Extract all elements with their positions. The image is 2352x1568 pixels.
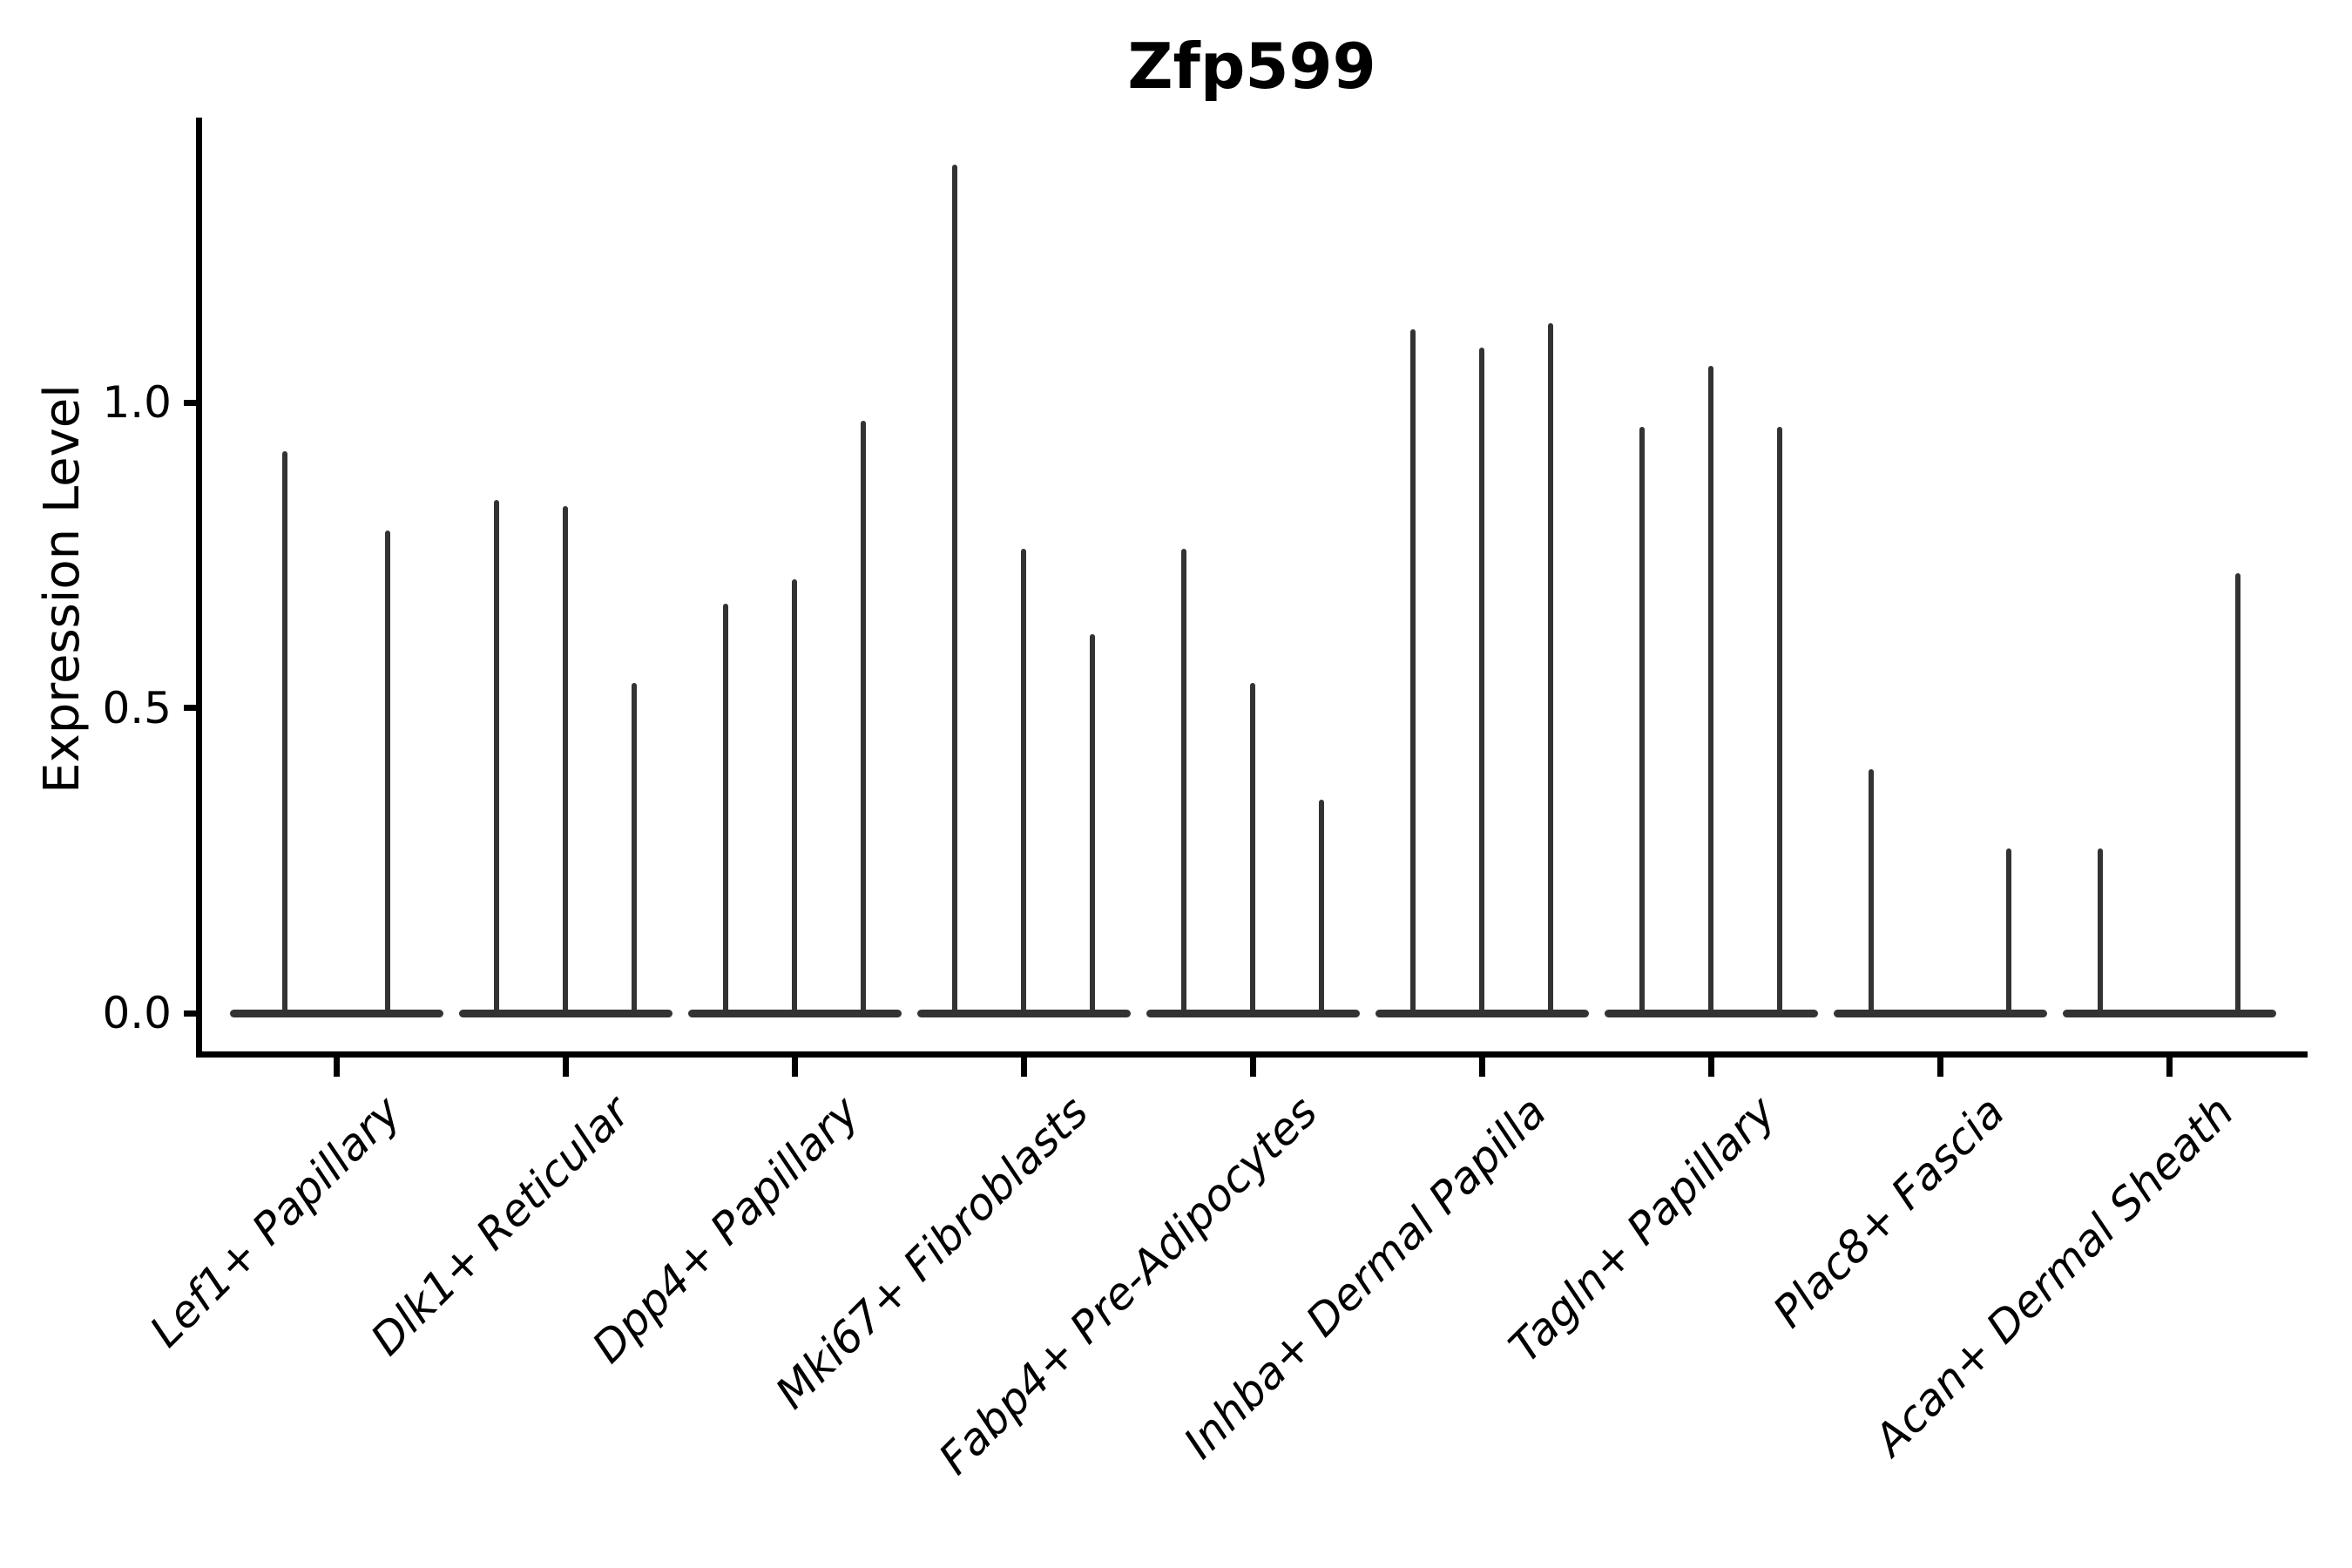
violin-spike: [2235, 573, 2240, 1013]
violin-base: [1146, 1009, 1360, 1017]
violin-spike: [1090, 634, 1095, 1013]
violin-spike: [1708, 365, 1713, 1013]
violin-spike: [792, 579, 797, 1013]
violin-spike: [1410, 328, 1416, 1013]
x-tick: [333, 1058, 340, 1077]
violin-spike: [2006, 848, 2011, 1013]
violin-spike: [952, 164, 957, 1013]
violin-spike: [1869, 768, 1874, 1013]
violin-spike: [563, 506, 568, 1013]
violin-spike: [723, 604, 728, 1013]
violin-base: [458, 1009, 672, 1017]
violin-base: [2062, 1009, 2276, 1017]
violin-spike: [494, 500, 499, 1013]
x-tick: [1020, 1058, 1027, 1077]
x-tick: [1707, 1058, 1714, 1077]
violin-base: [687, 1009, 902, 1017]
violin-spike: [861, 421, 866, 1013]
x-tick: [1478, 1058, 1485, 1077]
violin-base: [1833, 1009, 2047, 1017]
violin-spike: [1319, 799, 1324, 1013]
x-axis-spine: [196, 1051, 2308, 1058]
violin-spike: [1777, 427, 1782, 1013]
violin-spike: [1548, 322, 1553, 1013]
x-tick: [1936, 1058, 1943, 1077]
violin-spike: [1639, 427, 1645, 1013]
violin-spike: [1021, 549, 1026, 1013]
violin-spike: [632, 683, 637, 1013]
violin-base: [1604, 1009, 1818, 1017]
y-tick-label: 1.0: [102, 377, 172, 428]
violin-base: [1375, 1009, 1589, 1017]
violin-spike: [385, 531, 391, 1013]
x-tick: [791, 1058, 798, 1077]
y-tick: [184, 705, 196, 711]
y-axis-label: Expression Level: [34, 384, 91, 794]
y-tick: [184, 399, 196, 406]
x-tick: [1249, 1058, 1256, 1077]
y-tick-label: 0.0: [102, 988, 172, 1038]
violin-spike: [2098, 848, 2103, 1013]
y-axis-spine: [196, 118, 202, 1058]
chart-title: Zfp599: [1127, 30, 1376, 103]
violin-spike: [1250, 683, 1255, 1013]
x-tick: [562, 1058, 569, 1077]
y-tick-label: 0.5: [102, 682, 172, 733]
violin-base: [916, 1009, 1131, 1017]
violin-spike: [281, 451, 287, 1013]
violin-base: [229, 1009, 443, 1017]
y-tick: [184, 1010, 196, 1017]
violin-spike: [1181, 549, 1186, 1013]
x-tick: [2166, 1058, 2173, 1077]
violin-spike: [1479, 347, 1484, 1013]
